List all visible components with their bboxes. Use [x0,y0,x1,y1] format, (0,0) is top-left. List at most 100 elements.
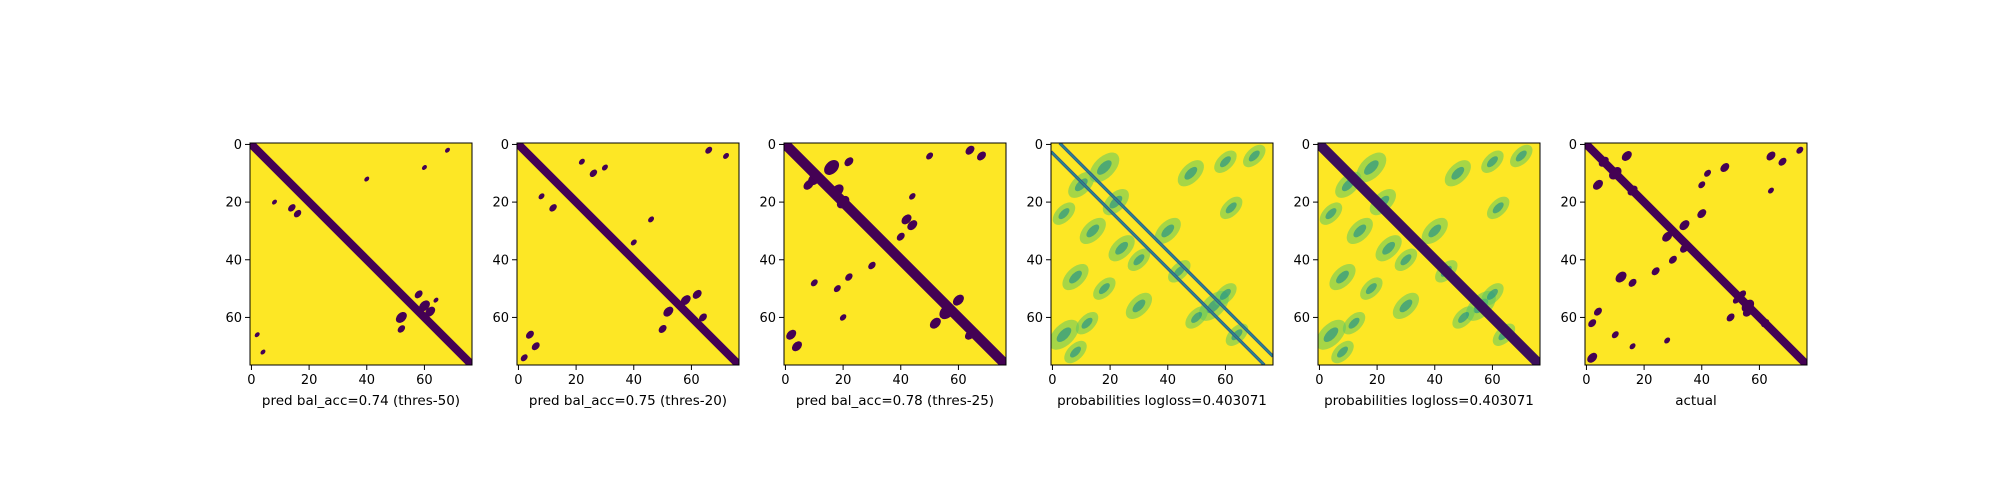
heatmap-cell-cluster [965,145,975,155]
heatmap-cell-cluster [896,232,905,241]
x-tick-label: 60 [1484,373,1501,388]
y-tick-label: 20 [492,196,509,211]
heatmap-cells [250,143,472,365]
panel-caption: probabilities logloss=0.403071 [1324,393,1534,409]
heatmap-cell-cluster [1115,241,1129,255]
heatmap-cells [784,143,1006,365]
y-tick-label: 40 [225,253,242,268]
heatmap-cell-cluster [1593,307,1602,316]
heatmap-cell-cluster [1173,265,1185,277]
heatmap-cell-cluster [1097,160,1112,175]
heatmap-cell-cluster [433,297,439,303]
heatmap-cell-cluster [1365,283,1377,295]
heatmap-panel-5: 0 20 40 60 0 20 40 60 probabilities logloss=0.40… [1293,138,1541,409]
panel-frame [249,142,473,366]
heatmap-cell-cluster [1697,209,1707,219]
heatmap-cell-cluster [1348,317,1360,329]
heatmap-cells [1051,143,1273,365]
heatmap-cell-cluster [1698,181,1706,189]
heatmap-cell-cluster [845,273,853,281]
heatmap-cell-cluster [839,314,847,321]
heatmap-cell-cluster [1515,150,1527,162]
heatmap-cell-cluster [421,165,427,170]
heatmap-cell-cluster [1679,220,1690,231]
x-tick-label: 40 [625,373,642,388]
heatmap-cell-cluster [1668,255,1677,264]
x-tick-label: 40 [1159,373,1176,388]
x-tick-label: 40 [1426,373,1443,388]
heatmap-cell-cluster [1767,187,1774,194]
heatmap-cell-cluster [663,306,674,317]
heatmap-cell-cluster [589,169,598,178]
heatmap-cell-cluster [1225,202,1237,214]
heatmap-cell-cluster [1336,270,1349,284]
heatmap-cell-cluster [1219,156,1231,168]
heatmap-panel-3: 0 20 40 60 0 20 40 60 pred bal_acc=0.78 (thres-2… [759,138,1007,409]
panel-frame [1584,142,1808,366]
heatmap-cell-cluster [810,279,818,287]
heatmap-cell-cluster [1399,299,1413,313]
heatmap-cell-cluster [786,329,797,340]
y-tick-label: 0 [1569,138,1577,153]
y-tick-label: 60 [1560,311,1577,326]
heatmap-cell-cluster [630,239,637,246]
x-tick-label: 20 [1636,373,1653,388]
heatmap-cell-cluster [1132,299,1146,313]
diagonal-band [250,143,472,365]
y-tick-label: 40 [1026,253,1043,268]
heatmap-cells [1318,143,1540,365]
y-tick-label: 0 [501,138,509,153]
y-tick-label: 40 [759,253,776,268]
heatmap-cell-cluster [254,332,260,338]
panel-caption: actual [1675,393,1717,409]
heatmap-panel-4: 0 20 40 60 0 20 40 60 probabilities logloss=0.40… [1026,138,1274,409]
y-tick-label: 40 [492,253,509,268]
y-tick-label: 60 [1026,311,1043,326]
heatmap-cell-cluster [1058,208,1070,220]
heatmap-cell-cluster [1766,151,1776,161]
heatmap-cell-cluster [414,290,423,299]
heatmap-cell-cluster [520,354,528,362]
heatmap-cell-cluster [1400,254,1412,266]
x-tick-label: 60 [1751,373,1768,388]
heatmap-cell-cluster [1611,331,1619,339]
y-tick-label: 20 [759,196,776,211]
heatmap-cell-cluster [1081,317,1093,329]
x-tick-label: 20 [835,373,852,388]
heatmap-cell-cluster [952,294,964,306]
heatmap-cell-cluster [658,324,667,333]
heatmap-cell-cluster [648,216,655,223]
heatmap-cell-cluster [833,285,841,293]
panel-caption: probabilities logloss=0.403071 [1057,393,1267,409]
heatmap-cell-cluster [1074,178,1088,192]
heatmap-cell-cluster [680,295,691,306]
heatmap-cell-cluster [1231,329,1243,341]
heatmap-cell-cluster [791,341,802,352]
y-tick-label: 0 [768,138,776,153]
heatmap-cell-cluster [868,261,876,270]
heatmap-cell-cluster [578,158,585,165]
heatmap-cell-cluster [525,330,534,339]
heatmap-cell-cluster [1662,231,1673,242]
heatmap-cell-cluster [723,152,730,159]
heatmap-cell-cluster [1587,352,1598,363]
heatmap-cell-cluster [977,151,986,161]
diagonal-band [1585,143,1807,365]
heatmap-cell-cluster [1704,169,1712,177]
heatmap-cell-cluster [1621,150,1632,161]
heatmap-cell-cluster [1778,157,1787,166]
heatmap-cell-cluster [1323,327,1339,343]
heatmap-cell-cluster [926,152,934,160]
heatmap-cell-cluster [692,289,702,299]
y-tick-label: 60 [759,311,776,326]
heatmap-cell-cluster [1592,179,1603,190]
heatmap-cells [517,143,739,365]
x-tick-label: 40 [1693,373,1710,388]
y-tick-label: 20 [225,196,242,211]
heatmap-cell-cluster [549,204,557,212]
heatmap-cell-cluster [1492,202,1504,214]
x-tick-label: 60 [1217,373,1234,388]
heatmap-cell-cluster [395,311,407,323]
panel-caption: pred bal_acc=0.75 (thres-20) [529,393,727,409]
